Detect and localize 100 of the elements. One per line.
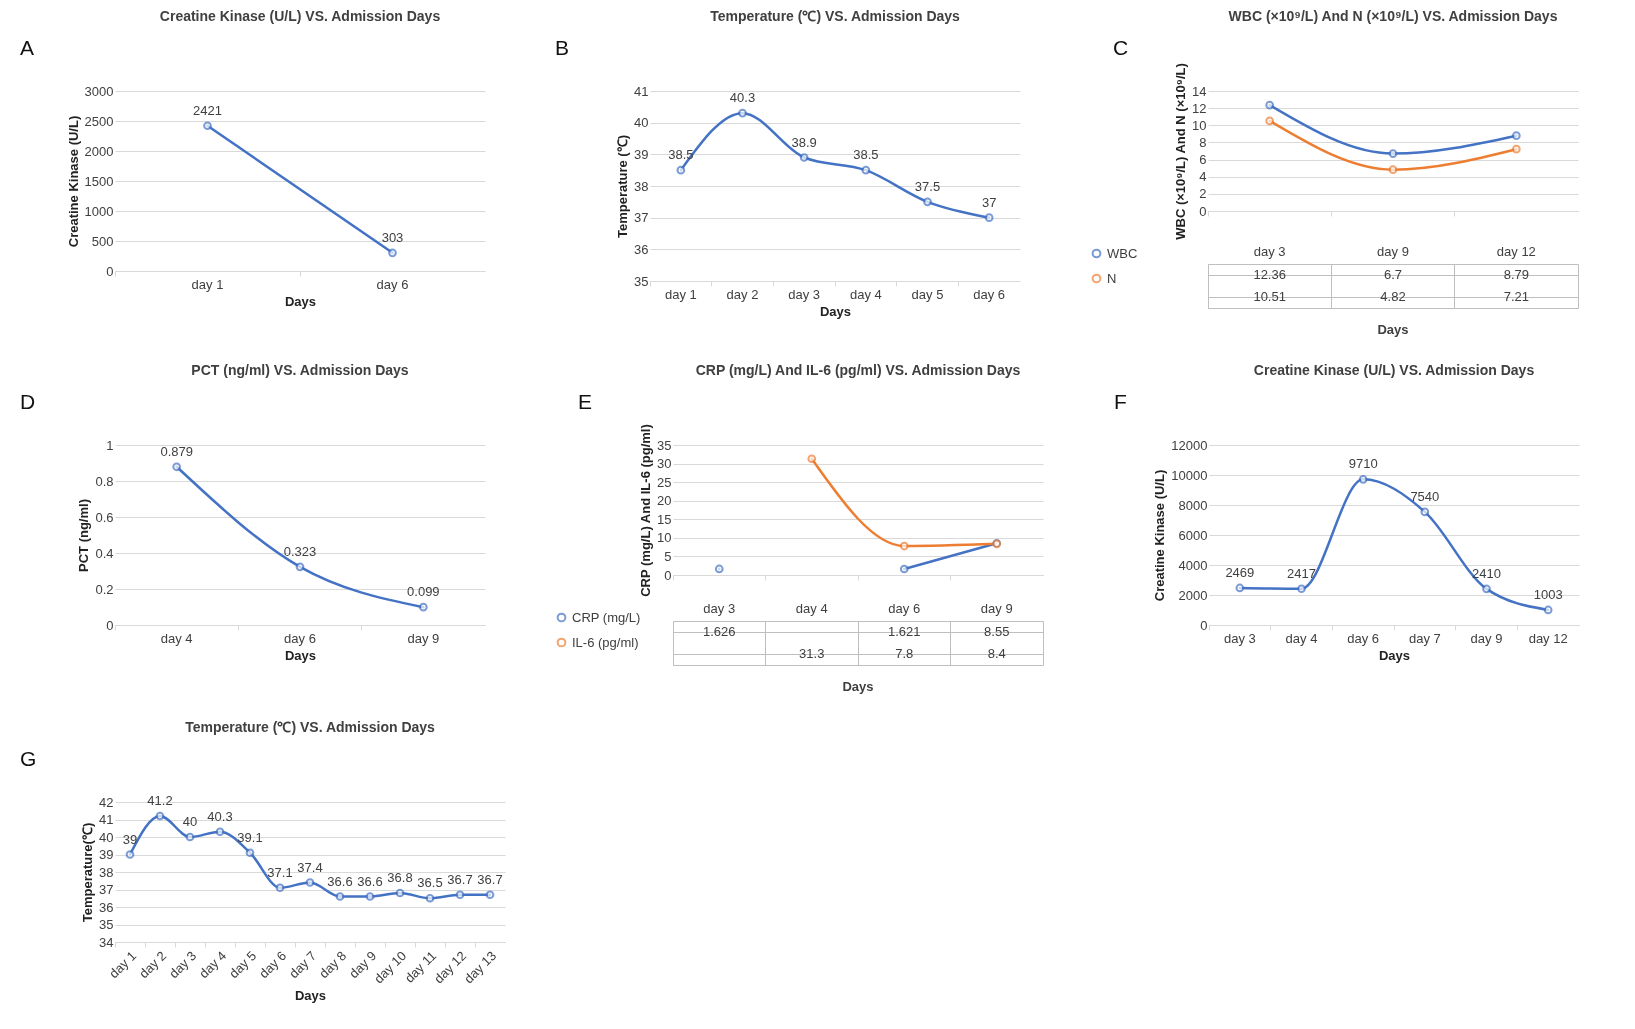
data-label: 31.3 bbox=[799, 646, 825, 661]
y-tick-label: 8000 bbox=[1178, 497, 1208, 513]
y-tick-label: 12 bbox=[1192, 100, 1207, 116]
data-label: 40.3 bbox=[207, 808, 233, 824]
x-tick-label: day 4 bbox=[849, 286, 882, 302]
data-label: 7.21 bbox=[1503, 289, 1529, 304]
y-tick-label: 30 bbox=[657, 456, 672, 472]
y-tick-label: 0 bbox=[106, 617, 114, 633]
x-tick-label: day 4 bbox=[160, 630, 193, 646]
x-tick-label: day 6 bbox=[376, 276, 409, 292]
y-tick-label: 34 bbox=[99, 934, 114, 950]
x-tick-label: day 4 bbox=[795, 600, 828, 616]
y-tick-label: 35 bbox=[99, 917, 114, 932]
data-label: 12.36 bbox=[1253, 267, 1286, 282]
y-tick-label: 37 bbox=[634, 210, 649, 226]
data-label: 0.099 bbox=[407, 584, 440, 600]
text: B bbox=[555, 36, 570, 59]
x-axis-title: Days bbox=[1378, 647, 1411, 663]
y-tick-label: 0 bbox=[1199, 203, 1207, 219]
y-tick-label: 2 bbox=[1199, 186, 1207, 202]
x-tick-label: day 5 bbox=[911, 286, 944, 302]
data-label: 0.879 bbox=[160, 443, 193, 459]
x-axis-title: Days bbox=[294, 988, 327, 1004]
y-axis-title: CRP (mg/L) And IL-6 (pg/ml) bbox=[638, 424, 654, 597]
data-label: 38.9 bbox=[791, 134, 817, 150]
data-label: 303 bbox=[381, 229, 404, 245]
chart-title: Creatine Kinase (U/L) VS. Admission Days bbox=[159, 8, 441, 24]
x-tick-label: day 9 bbox=[1377, 243, 1409, 259]
x-tick-label: day 12 bbox=[1496, 243, 1536, 259]
y-tick-label: 42 bbox=[99, 794, 114, 810]
text: E bbox=[578, 390, 593, 413]
y-tick-label: 2000 bbox=[84, 143, 114, 159]
chart-title: Temperature (℃) VS. Admission Days bbox=[185, 719, 436, 735]
y-tick-label: 37 bbox=[99, 882, 114, 897]
y-axis-title: Temperature (℃) bbox=[615, 134, 631, 239]
data-label: 36.7 bbox=[447, 871, 473, 887]
data-label: 0.323 bbox=[283, 543, 317, 559]
y-tick-label: 40 bbox=[99, 829, 114, 845]
data-label: 39.1 bbox=[237, 829, 263, 845]
x-tick-label: day 6 bbox=[284, 630, 316, 646]
y-tick-label: 41 bbox=[99, 812, 114, 827]
data-label: 2469 bbox=[1225, 564, 1255, 580]
data-label: 36.5 bbox=[417, 875, 443, 891]
x-axis-title: Days bbox=[1377, 322, 1409, 337]
x-tick-label: day 4 bbox=[1285, 630, 1318, 646]
y-tick-label: 1000 bbox=[84, 203, 114, 219]
data-label: 40.3 bbox=[729, 90, 756, 106]
text: F bbox=[1114, 390, 1127, 413]
data-label: 37.4 bbox=[297, 859, 323, 875]
legend-label: N bbox=[1107, 270, 1117, 286]
y-tick-label: 4000 bbox=[1178, 557, 1208, 573]
y-tick-label: 25 bbox=[657, 474, 672, 490]
x-tick-label: day 9 bbox=[407, 630, 440, 646]
y-tick-label: 39 bbox=[99, 847, 114, 862]
chart-title: PCT (ng/ml) VS. Admission Days bbox=[191, 362, 409, 378]
x-axis-title: Days bbox=[284, 293, 317, 309]
data-label: 7540 bbox=[1410, 488, 1440, 504]
y-tick-label: 1500 bbox=[84, 173, 114, 189]
chart-title: WBC (×10⁹/L) And N (×10⁹/L) VS. Admission Days bbox=[1228, 8, 1558, 24]
y-tick-label: 35 bbox=[657, 437, 672, 453]
legend-label: CRP (mg/L) bbox=[572, 609, 641, 625]
y-tick-label: 36 bbox=[634, 241, 649, 257]
x-tick-label: day 9 bbox=[1470, 630, 1503, 646]
y-tick-label: 35 bbox=[634, 273, 649, 289]
data-label: 2417 bbox=[1287, 565, 1316, 581]
x-axis-title: Days bbox=[284, 647, 317, 663]
y-tick-label: 0 bbox=[106, 263, 114, 279]
data-label: 36.8 bbox=[387, 870, 413, 885]
y-tick-label: 0 bbox=[664, 567, 672, 583]
text: D bbox=[20, 390, 36, 413]
x-tick-label: day 12 bbox=[1528, 630, 1568, 646]
chart-title: CRP (mg/L) And IL-6 (pg/ml) VS. Admission Days bbox=[695, 362, 1021, 378]
y-tick-label: 0 bbox=[1200, 617, 1208, 633]
data-label: 36.7 bbox=[477, 871, 503, 887]
data-label: 37 bbox=[981, 194, 997, 210]
y-tick-label: 0.8 bbox=[95, 473, 114, 489]
y-tick-label: 5 bbox=[664, 548, 672, 564]
data-label: 10.51 bbox=[1253, 289, 1286, 304]
x-axis-title: Days bbox=[842, 679, 874, 694]
x-tick-label: day 3 bbox=[1253, 243, 1286, 259]
x-tick-label: day 7 bbox=[1408, 630, 1441, 646]
data-label: 6.7 bbox=[1383, 267, 1403, 282]
x-tick-label: day 3 bbox=[1223, 630, 1256, 646]
data-label: 37.5 bbox=[914, 178, 941, 194]
y-tick-label: 39 bbox=[634, 146, 649, 162]
y-axis-title: WBC (×10⁹/L) And N (×10⁹/L) bbox=[1173, 63, 1189, 240]
data-label: 8.55 bbox=[984, 624, 1010, 639]
y-axis-title: Creatine Kinase (U/L) bbox=[1152, 469, 1168, 602]
y-tick-label: 4 bbox=[1199, 169, 1207, 185]
y-tick-label: 12000 bbox=[1171, 437, 1208, 453]
y-tick-label: 40 bbox=[634, 115, 649, 131]
data-label: 41.2 bbox=[147, 793, 173, 808]
y-tick-label: 14 bbox=[1192, 83, 1207, 99]
data-label: 1.621 bbox=[887, 624, 921, 639]
x-tick-label: day 3 bbox=[788, 286, 821, 302]
data-label: 8.79 bbox=[1503, 267, 1529, 282]
data-label: 39 bbox=[122, 831, 138, 847]
data-label: 38.5 bbox=[853, 147, 879, 163]
data-label: 2421 bbox=[193, 102, 222, 118]
y-tick-label: 20 bbox=[657, 493, 672, 509]
